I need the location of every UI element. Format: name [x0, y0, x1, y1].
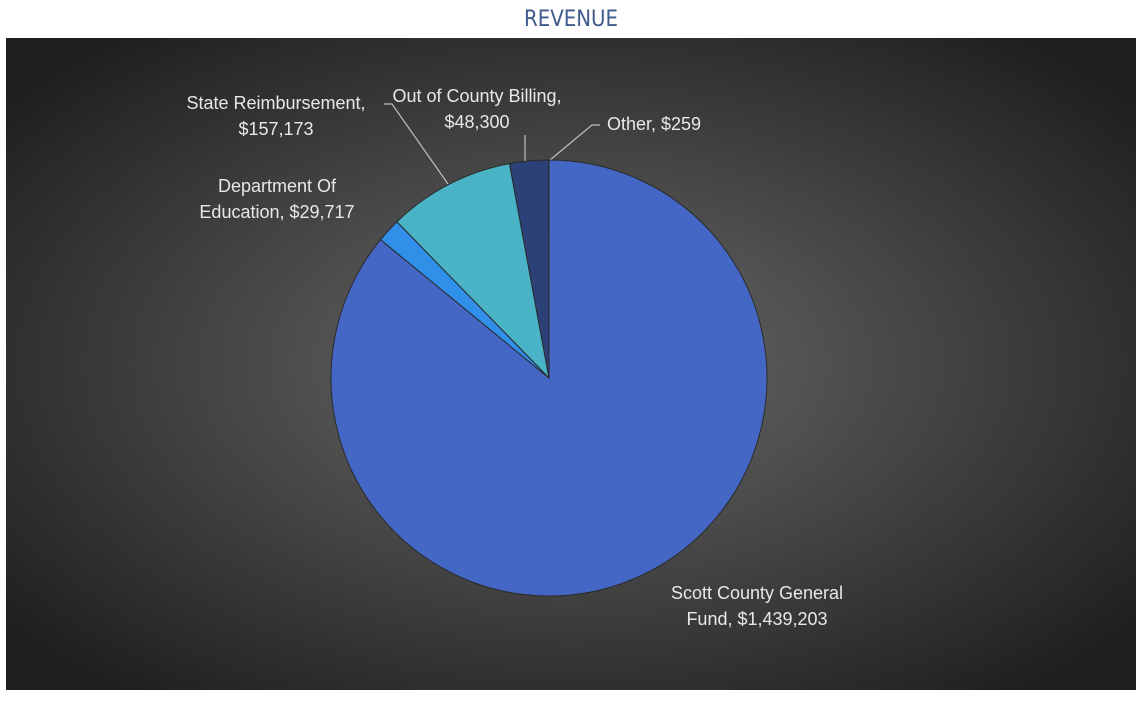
data-label: Out of County Billing, $48,300 [392, 86, 561, 132]
leader-lines [384, 103, 600, 185]
data-label: Scott County General Fund, $1,439,203 [671, 583, 843, 629]
data-label: Other, $259 [607, 114, 701, 134]
data-label: Department Of Education, $29,717 [199, 176, 354, 222]
data-label: State Reimbursement, $157,173 [186, 93, 365, 139]
pie-slice [396, 163, 550, 380]
chart-title: REVENUE [524, 7, 618, 32]
